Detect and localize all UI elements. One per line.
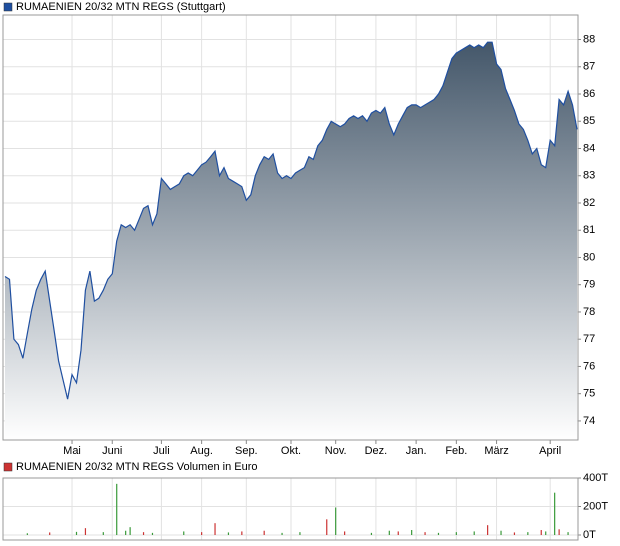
volume-bar [397, 531, 399, 535]
volume-bar [214, 523, 216, 535]
volume-bar [513, 532, 516, 535]
volume-bar [142, 532, 145, 535]
y-tick-label: 86 [583, 88, 595, 100]
y-tick-label: 0T [583, 529, 596, 541]
y-tick-label: 84 [583, 142, 595, 154]
volume-bar [344, 531, 346, 535]
x-tick-label: Feb. [445, 445, 467, 457]
volume-bar [370, 532, 373, 535]
y-tick-label: 74 [583, 415, 595, 427]
legend-swatch [3, 462, 13, 472]
x-tick-label: Okt. [281, 445, 301, 457]
legend-label: RUMAENIEN 20/32 MTN REGS (Stuttgart) [16, 1, 226, 13]
y-tick-label: 200T [583, 500, 608, 512]
x-tick-label: April [539, 445, 561, 457]
y-tick-label: 400T [583, 472, 608, 484]
volume-bar [263, 530, 265, 535]
volume-bar [567, 532, 569, 535]
volume-bar [299, 532, 301, 535]
y-tick-label: 75 [583, 388, 595, 400]
volume-bar [500, 530, 502, 535]
area-fill [5, 42, 577, 440]
x-tick-label: März [484, 445, 508, 457]
volume-bar [281, 532, 283, 535]
volume-bar [116, 483, 118, 535]
volume-bar [527, 532, 529, 535]
volume-bar [388, 530, 390, 535]
y-tick-label: 76 [583, 360, 595, 372]
plot-frame [2, 477, 579, 541]
volume-bar [102, 532, 104, 535]
volume-bar [540, 530, 542, 535]
y-tick-label: 85 [583, 115, 595, 127]
legend-swatch [3, 2, 13, 12]
volume-bar [241, 531, 243, 535]
x-tick-label: Juni [102, 445, 122, 457]
volume-bar [411, 530, 413, 535]
y-tick-label: 82 [583, 197, 595, 209]
x-tick-label: Dez. [365, 445, 388, 457]
volume-bar [545, 531, 547, 535]
volume-bar [151, 532, 154, 535]
volume-bar [558, 529, 560, 535]
volume-bar [335, 507, 337, 535]
volume-bar [183, 531, 185, 535]
x-tick-label: Nov. [325, 445, 347, 457]
y-tick-label: 77 [583, 333, 595, 345]
volume-bar [201, 532, 203, 535]
x-tick-label: Aug. [190, 445, 213, 457]
volume-bar [227, 532, 230, 535]
x-tick-label: Juli [153, 445, 170, 457]
volume-bar [437, 532, 440, 535]
legend-label: RUMAENIEN 20/32 MTN REGS Volumen in Euro [16, 461, 257, 473]
volume-bar [75, 531, 78, 535]
volume-bar [554, 492, 556, 535]
y-tick-label: 81 [583, 224, 595, 236]
price-line [4, 41, 578, 400]
volume-bar [455, 532, 457, 535]
y-tick-label: 80 [583, 251, 595, 263]
x-tick-label: Mai [63, 445, 81, 457]
y-tick-label: 87 [583, 61, 595, 73]
y-tick-label: 83 [583, 170, 595, 182]
x-tick-label: Jan. [406, 445, 427, 457]
volume-bar [125, 530, 127, 535]
x-tick-label: Sep. [235, 445, 258, 457]
volume-bar [487, 525, 489, 535]
y-tick-label: 79 [583, 279, 595, 291]
volume-bar [326, 519, 328, 535]
volume-bar [26, 533, 28, 535]
volume-bar [129, 527, 131, 535]
volume-bar [473, 531, 475, 535]
y-tick-label: 78 [583, 306, 595, 318]
y-tick-label: 88 [583, 33, 595, 45]
volume-bar [49, 532, 51, 535]
volume-bar [424, 532, 426, 535]
volume-bar [84, 528, 87, 535]
